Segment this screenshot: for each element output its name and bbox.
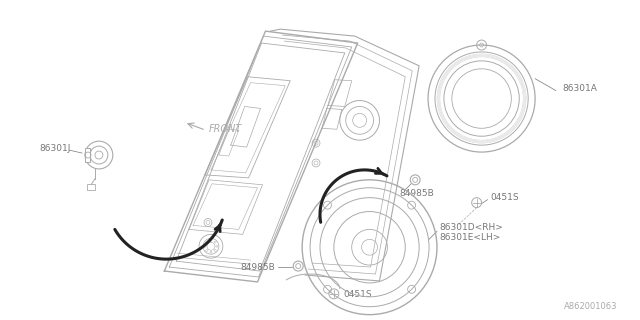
- Text: 86301D<RH>: 86301D<RH>: [439, 223, 503, 232]
- Bar: [85, 148, 90, 162]
- Text: 0451S: 0451S: [344, 290, 372, 299]
- Text: 0451S: 0451S: [490, 193, 519, 202]
- Text: 84985B: 84985B: [399, 189, 434, 198]
- Text: FRONT: FRONT: [209, 124, 242, 134]
- Text: A862001063: A862001063: [564, 302, 618, 311]
- Text: 84985B: 84985B: [241, 263, 275, 272]
- Text: 86301A: 86301A: [563, 84, 598, 93]
- Bar: [87, 184, 95, 190]
- Text: 86301J: 86301J: [40, 144, 71, 153]
- Text: 86301E<LH>: 86301E<LH>: [439, 233, 500, 242]
